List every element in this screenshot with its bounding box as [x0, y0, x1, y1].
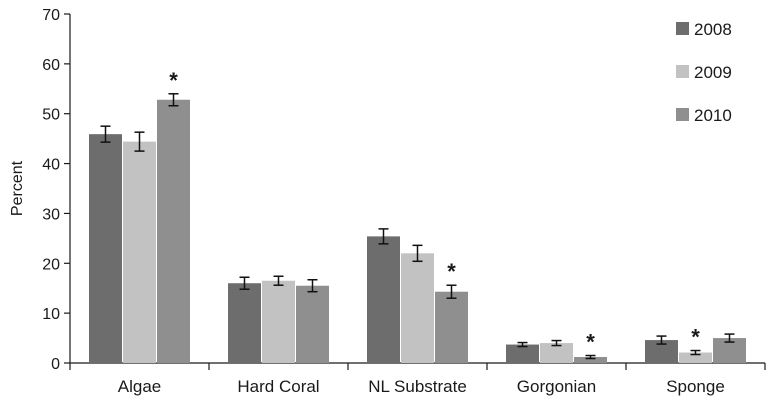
bar — [574, 357, 607, 363]
y-axis: 0 10 20 30 40 50 60 70 — [42, 7, 71, 373]
x-category-label: Gorgonian — [517, 377, 596, 396]
legend-label: 2008 — [694, 20, 732, 39]
bar — [540, 343, 573, 363]
bar — [367, 236, 400, 363]
x-category-label: NL Substrate — [368, 377, 467, 396]
bar — [89, 134, 122, 363]
y-axis-title: Percent — [9, 160, 26, 216]
bar — [435, 291, 468, 363]
legend-label: 2010 — [694, 106, 732, 125]
y-tick-label: 30 — [42, 206, 60, 223]
y-tick-label: 0 — [51, 356, 60, 373]
bar — [157, 99, 190, 364]
bar — [296, 285, 329, 363]
y-tick-label: 60 — [42, 57, 60, 74]
bar — [506, 344, 539, 363]
significance-marker: * — [691, 325, 700, 350]
y-tick-label: 20 — [42, 256, 60, 273]
significance-marker: * — [169, 68, 178, 93]
x-category-label: Algae — [118, 377, 161, 396]
y-tick-label: 70 — [42, 7, 60, 24]
significance-marker: * — [586, 330, 595, 355]
legend-swatch — [676, 108, 689, 121]
x-category-label: Sponge — [666, 377, 725, 396]
y-tick-label: 10 — [42, 306, 60, 323]
y-tick-label: 40 — [42, 157, 60, 174]
bar — [262, 280, 295, 363]
bar — [228, 283, 261, 363]
legend-swatch — [676, 22, 689, 35]
legend-label: 2009 — [694, 63, 732, 82]
bar — [401, 253, 434, 363]
bar — [123, 141, 156, 363]
x-axis: Algae Hard Coral NL Substrate Gorgonian Spon… — [69, 362, 766, 396]
bar — [679, 352, 712, 363]
legend-swatch — [676, 65, 689, 78]
bars: * * * * — [89, 68, 746, 364]
x-category-label: Hard Coral — [237, 377, 319, 396]
y-tick-label: 50 — [42, 107, 60, 124]
significance-marker: * — [447, 259, 456, 284]
bar — [645, 340, 678, 363]
legend: 2008 2009 2010 — [676, 20, 732, 125]
